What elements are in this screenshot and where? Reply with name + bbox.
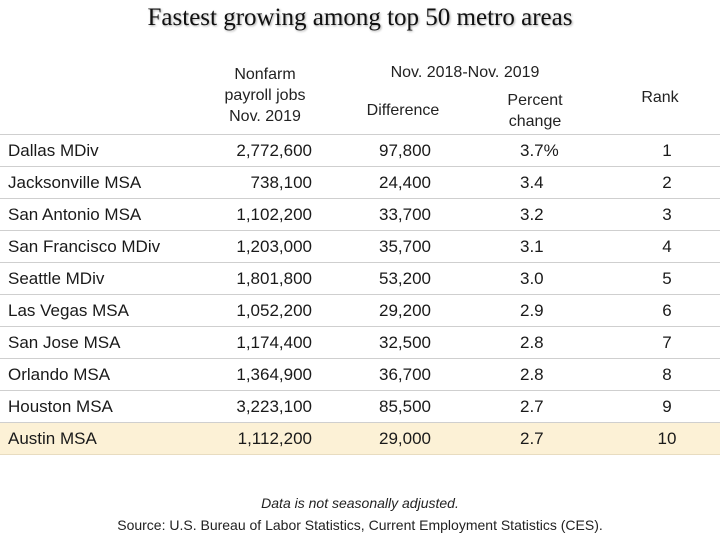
jobs-cell: 2,772,600 <box>236 141 312 160</box>
difference-cell: 33,700 <box>379 205 431 224</box>
percent-cell: 2.7 <box>520 397 544 416</box>
jobs-cell: 3,223,100 <box>236 397 312 416</box>
table-row: Jacksonville MSA 738,100 24,400 3.4 2 <box>0 166 720 198</box>
difference-cell: 24,400 <box>379 173 431 192</box>
difference-cell: 36,700 <box>379 365 431 384</box>
difference-cell: 29,200 <box>379 301 431 320</box>
table-row: Las Vegas MSA 1,052,200 29,200 2.9 6 <box>0 294 720 326</box>
area-cell: Dallas MDiv <box>8 141 99 160</box>
table-title: Fastest growing among top 50 metro areas <box>147 4 573 31</box>
header-percent-line-2: change <box>508 113 562 130</box>
difference-cell: 85,500 <box>379 397 431 416</box>
rank-cell: 10 <box>657 429 677 448</box>
jobs-cell: 738,100 <box>250 173 312 192</box>
percent-cell: 2.8 <box>520 365 544 384</box>
rank-cell: 6 <box>662 301 672 320</box>
rank-cell: 9 <box>662 397 672 416</box>
table-row: Dallas MDiv 2,772,600 97,800 3.7% 1 <box>0 134 720 166</box>
area-cell: San Jose MSA <box>8 333 121 352</box>
table-row: San Antonio MSA 1,102,200 33,700 3.2 3 <box>0 198 720 230</box>
header-difference: Difference <box>366 102 440 119</box>
header-percent-line-1: Percent <box>507 92 563 109</box>
rank-cell: 5 <box>662 269 672 288</box>
difference-cell: 53,200 <box>379 269 431 288</box>
header-period: Nov. 2018-Nov. 2019 <box>390 64 540 81</box>
metro-table: Dallas MDiv 2,772,600 97,800 3.7% 1 Jacksonvi… <box>0 134 720 455</box>
percent-cell: 3.7% <box>520 141 559 160</box>
header-percent-change: Percent change <box>480 90 590 132</box>
difference-cell: 32,500 <box>379 333 431 352</box>
header-rank: Rank <box>641 89 679 106</box>
jobs-cell: 1,174,400 <box>236 333 312 352</box>
area-cell: Las Vegas MSA <box>8 301 129 320</box>
jobs-cell: 1,364,900 <box>236 365 312 384</box>
header-payroll-jobs: Nonfarm payroll jobs Nov. 2019 <box>205 64 325 127</box>
area-cell: Seattle MDiv <box>8 269 105 288</box>
percent-cell: 3.2 <box>520 205 544 224</box>
header-jobs-line-2: payroll jobs <box>224 87 306 104</box>
area-cell: San Francisco MDiv <box>8 237 161 256</box>
jobs-cell: 1,203,000 <box>236 237 312 256</box>
area-cell: Jacksonville MSA <box>8 173 142 192</box>
difference-cell: 97,800 <box>379 141 431 160</box>
jobs-cell: 1,052,200 <box>236 301 312 320</box>
jobs-cell: 1,112,200 <box>237 429 312 448</box>
rank-cell: 3 <box>662 205 672 224</box>
difference-cell: 35,700 <box>379 237 431 256</box>
rank-cell: 7 <box>662 333 672 352</box>
table-row: San Francisco MDiv 1,203,000 35,700 3.1 4 <box>0 230 720 262</box>
rank-cell: 8 <box>662 365 672 384</box>
table-row: Houston MSA 3,223,100 85,500 2.7 9 <box>0 390 720 422</box>
source-line: Source: U.S. Bureau of Labor Statistics,… <box>117 517 603 533</box>
jobs-cell: 1,102,200 <box>236 205 312 224</box>
header-jobs-line-3: Nov. 2019 <box>229 108 301 125</box>
area-cell: San Antonio MSA <box>8 205 142 224</box>
percent-cell: 3.1 <box>520 237 544 256</box>
percent-cell: 3.0 <box>520 269 544 288</box>
table-row: Orlando MSA 1,364,900 36,700 2.8 8 <box>0 358 720 390</box>
difference-cell: 29,000 <box>379 429 431 448</box>
jobs-cell: 1,801,800 <box>236 269 312 288</box>
rank-cell: 1 <box>662 141 672 160</box>
rank-cell: 4 <box>662 237 672 256</box>
header-jobs-line-1: Nonfarm <box>234 66 296 83</box>
percent-cell: 2.8 <box>520 333 544 352</box>
footnote: Data is not seasonally adjusted. <box>261 495 459 511</box>
table-row: San Jose MSA 1,174,400 32,500 2.8 7 <box>0 326 720 358</box>
area-cell: Austin MSA <box>8 429 97 448</box>
table-row: Seattle MDiv 1,801,800 53,200 3.0 5 <box>0 262 720 294</box>
rank-cell: 2 <box>662 173 672 192</box>
percent-cell: 3.4 <box>520 173 544 192</box>
area-cell: Orlando MSA <box>8 365 111 384</box>
area-cell: Houston MSA <box>8 397 113 416</box>
percent-cell: 2.9 <box>520 301 544 320</box>
percent-cell: 2.7 <box>520 429 544 448</box>
table-row-highlighted: Austin MSA 1,112,200 29,000 2.7 10 <box>0 422 720 455</box>
